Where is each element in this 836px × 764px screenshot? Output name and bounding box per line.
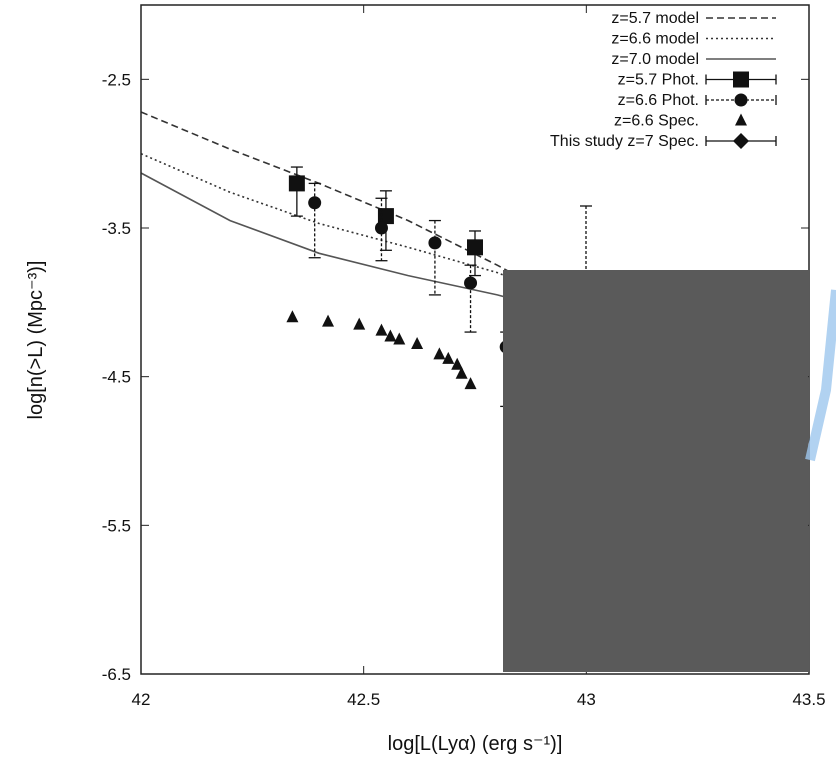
data-point-z-6-6-phot (464, 276, 478, 290)
legend-marker-z-6-6-spec (735, 113, 747, 126)
occluding-box (503, 270, 808, 672)
legend-label-z-6-6-spec: z=6.6 Spec. (614, 113, 699, 130)
y-tick-label: -5.5 (102, 516, 131, 535)
data-point-z-6-6-spec (451, 357, 464, 370)
data-point-z-5-7-phot (467, 239, 483, 256)
legend-label-z-5-7-model: z=5.7 model (611, 10, 699, 27)
legend-swatch-z-6-6-spec (735, 113, 747, 126)
error-bar (290, 166, 303, 217)
legend-label-this-study-z-7-spec: This study z=7 Spec. (550, 133, 699, 150)
legend-label-z-5-7-phot: z=5.7 Phot. (618, 72, 699, 89)
legend-label-z-6-6-model: z=6.6 model (611, 31, 699, 48)
x-tick-label: 42.5 (347, 690, 380, 709)
series-line-z-5-7-model (140, 111, 520, 278)
x-tick-label: 43 (577, 690, 596, 709)
error-bar (308, 182, 321, 259)
y-tick-label: -4.5 (102, 368, 131, 387)
legend-marker-this-study-z-7-spec (733, 133, 749, 149)
legend-swatch-this-study-z-7-spec (705, 133, 777, 149)
data-point-z-6-6-spec (353, 317, 366, 330)
legend: z=5.7 model z=6.6 model z=7.0 model z=5.7 P… (550, 10, 777, 150)
legend-marker-z-5-7-phot (733, 71, 749, 88)
series-line-z-7-0-model (140, 172, 520, 302)
decorative-arrow-stroke (805, 289, 836, 462)
y-tick-label: -6.5 (102, 665, 131, 684)
x-tick-label: 42 (132, 690, 151, 709)
legend-swatch-z-6-6-phot (705, 93, 777, 107)
data-point-z-6-6-spec (433, 347, 446, 360)
data-point-z-6-6-spec (384, 329, 397, 342)
data-point-z-6-6-spec (322, 314, 335, 327)
x-tick-label: 43.5 (792, 690, 825, 709)
plot-frame (140, 4, 810, 675)
data-point-z-6-6-spec (286, 310, 299, 323)
series-line-z-6-6-model (140, 152, 520, 283)
x-axis-title: log[L(Lyα) (erg s⁻¹)] (388, 733, 563, 755)
data-point-z-6-6-spec (393, 332, 406, 345)
data-point-z-6-6-spec (411, 336, 424, 349)
data-point-z-6-6-phot (308, 196, 322, 210)
legend-swatch-z-5-7-phot (705, 71, 777, 88)
error-bar (464, 264, 477, 333)
y-axis-title: log[n(>L) (Mpc⁻³)] (25, 261, 47, 420)
legend-label-z-7-0-model: z=7.0 model (611, 51, 699, 68)
data-point-z-6-6-spec (455, 366, 468, 379)
y-tick-label: -2.5 (102, 70, 131, 89)
error-bar (428, 219, 441, 296)
data-point-z-6-6-spec (375, 323, 388, 336)
data-point-z-6-6-phot (428, 236, 442, 250)
legend-marker-z-6-6-phot (734, 93, 748, 107)
data-point-z-6-6-spec (442, 351, 455, 364)
legend-label-z-6-6-phot: z=6.6 Phot. (618, 92, 699, 109)
data-point-z-5-7-phot (288, 175, 305, 192)
data-point-z-6-6-phot (374, 221, 388, 235)
data-point-z-6-6-spec (464, 377, 477, 390)
y-tick-label: -3.5 (102, 219, 131, 238)
